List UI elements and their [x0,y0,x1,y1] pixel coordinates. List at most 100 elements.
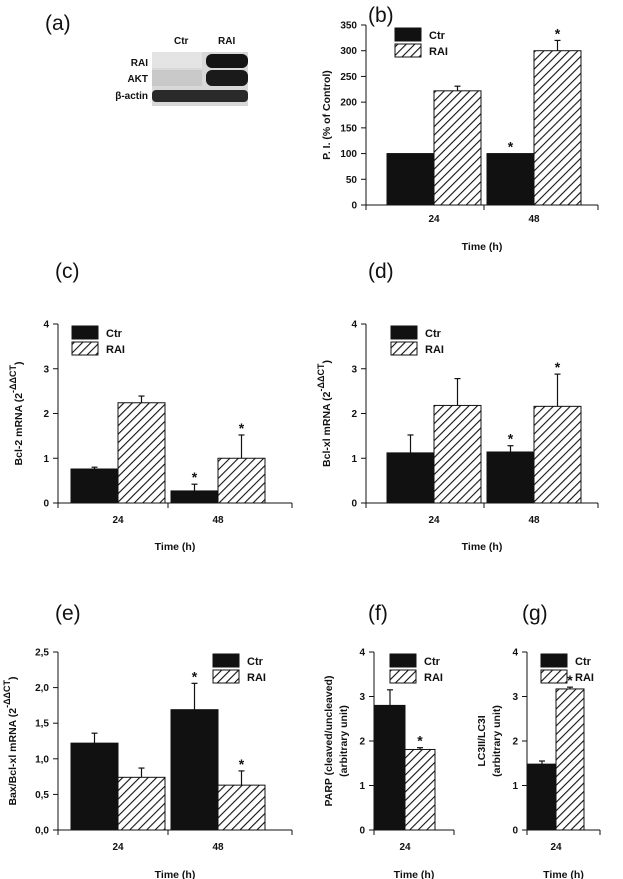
panel-label: (g) [522,602,548,625]
bar-rai [433,90,482,206]
bar-ctr [170,709,219,831]
y-tick-label: 3 [43,364,49,375]
bar-ctr [386,452,435,504]
chart-panel-c: (c) 0 1 2 3 4 24 48 * * Ctr RAI Time (h) Bcl-2 mRNA (… [8,260,293,553]
panel-label: (f) [368,602,388,625]
legend-label-ctr: Ctr [424,656,441,668]
y-tick-label: 0,5 [35,790,49,801]
x-tick-label: 48 [212,842,224,853]
blot-lane-label-rai: RAI [218,36,235,47]
significance-star: * [508,139,514,155]
legend-label-rai: RAI [425,344,444,356]
x-tick-label: 24 [550,842,562,853]
y-tick-label: 1 [359,781,365,792]
legend-label-ctr: Ctr [429,30,446,42]
bar-ctr [70,742,119,831]
bar-ctr [374,704,406,831]
y-tick-label: 250 [340,72,357,83]
y-tick-label: 4 [512,648,518,659]
y-tick-label: 300 [340,46,357,57]
y-tick-label: 350 [340,21,357,32]
legend-swatch-rai [540,669,568,684]
bar-rai [217,784,266,831]
x-tick-label: 24 [399,842,411,853]
significance-star: * [239,420,245,436]
y-tick-label: 100 [340,149,357,160]
y-tick-label: 50 [346,175,358,186]
chart-panel-f: (f) 0 1 2 3 4 24 * Ctr RAI Time (h) PARP (cleaved/u… [323,602,455,879]
legend-swatch-rai [71,341,99,356]
chart-panel-d: (d) 0 1 2 3 4 24 48 * * Ctr RAI Time (h) Bcl-xl mRNA … [316,260,599,553]
y-axis-title: Bcl-2 mRNA (2-ΔΔCT) [8,362,25,466]
x-tick-label: 48 [528,515,540,526]
y-axis-title-line2: (arbitrary unit) [338,705,350,777]
legend-label-rai: RAI [575,672,594,684]
legend-swatch-ctr [540,653,568,668]
y-tick-label: 2 [359,737,365,748]
y-tick-label: 3 [351,364,357,375]
blot-row-label-actin: β-actin [115,91,148,102]
legend-label-rai: RAI [424,672,443,684]
x-tick-label: 24 [112,515,124,526]
panel-label: (c) [55,260,80,283]
y-axis-title-line2: (arbitrary unit) [491,705,503,777]
bar-rai [555,688,585,831]
y-tick-label: 200 [340,98,357,109]
x-tick-label: 24 [112,842,124,853]
blot-row-label-akt: AKT [127,74,148,85]
y-tick-label: 1,0 [35,754,49,765]
y-tick-label: 1 [43,454,49,465]
legend-label-rai: RAI [106,344,125,356]
y-tick-label: 150 [340,123,357,134]
x-axis-title: Time (h) [394,869,435,879]
legend-swatch-ctr [394,27,422,42]
significance-star: * [567,672,573,688]
bar-ctr [386,153,435,206]
y-tick-label: 2,5 [35,648,49,659]
blot-band-rai-ctr [152,52,202,68]
legend-label-rai: RAI [247,672,266,684]
y-tick-label: 4 [43,320,49,331]
y-tick-label: 1,5 [35,719,49,730]
blot-lane-label-ctr: Ctr [174,36,189,47]
y-axis-title: LC3II/LC3I [476,715,488,766]
x-axis-title: Time (h) [155,869,196,879]
blot-panel-label: (a) [45,12,71,35]
panel-label: (e) [55,602,81,625]
legend-swatch-rai [212,669,240,684]
legend-label-ctr: Ctr [425,328,442,340]
panel-label: (d) [368,260,394,283]
blot-band-actin [152,90,248,102]
chart-panel-e: (e) 0,0 0,5 1,0 1,5 2,0 2,5 24 48 * * Ctr RAI Time (h… [2,602,293,879]
y-tick-label: 2,0 [35,683,49,694]
bar-ctr [486,153,535,206]
bar-rai [117,402,166,504]
y-axis-title: Bcl-xl mRNA (2-ΔΔCT) [316,360,333,467]
x-tick-label: 48 [212,515,224,526]
panel-label: (b) [368,4,394,27]
bar-rai [433,404,482,504]
bar-ctr [486,451,535,504]
significance-star: * [239,756,245,772]
y-tick-label: 4 [359,648,365,659]
chart-panel-b: (b) 0 50 100 150 200 250 300 350 24 48 * * Ctr RAI Time… [321,4,599,253]
y-tick-label: 1 [351,454,357,465]
y-tick-label: 0 [43,499,49,510]
bar-rai [533,50,582,206]
y-tick-label: 0,0 [35,826,49,837]
legend-label-ctr: Ctr [575,656,592,668]
y-tick-label: 3 [359,692,365,703]
x-axis-title: Time (h) [155,541,196,553]
y-tick-label: 2 [512,737,518,748]
legend-label-rai: RAI [429,46,448,58]
chart-panel-g: (g) 0 1 2 3 4 24 *Ctr RAI Time (h) LC3II/LC3I (arbi… [476,602,601,879]
y-axis-title: PARP (cleaved/uncleaved) [323,676,335,807]
legend-swatch-ctr [390,325,418,340]
significance-star: * [417,733,423,749]
legend-swatch-rai [389,669,417,684]
bar-rai [217,457,266,504]
blot-band-akt-rai [206,70,248,86]
bar-ctr [527,763,557,831]
blot-band-rai-rai [206,54,248,68]
legend-swatch-ctr [71,325,99,340]
